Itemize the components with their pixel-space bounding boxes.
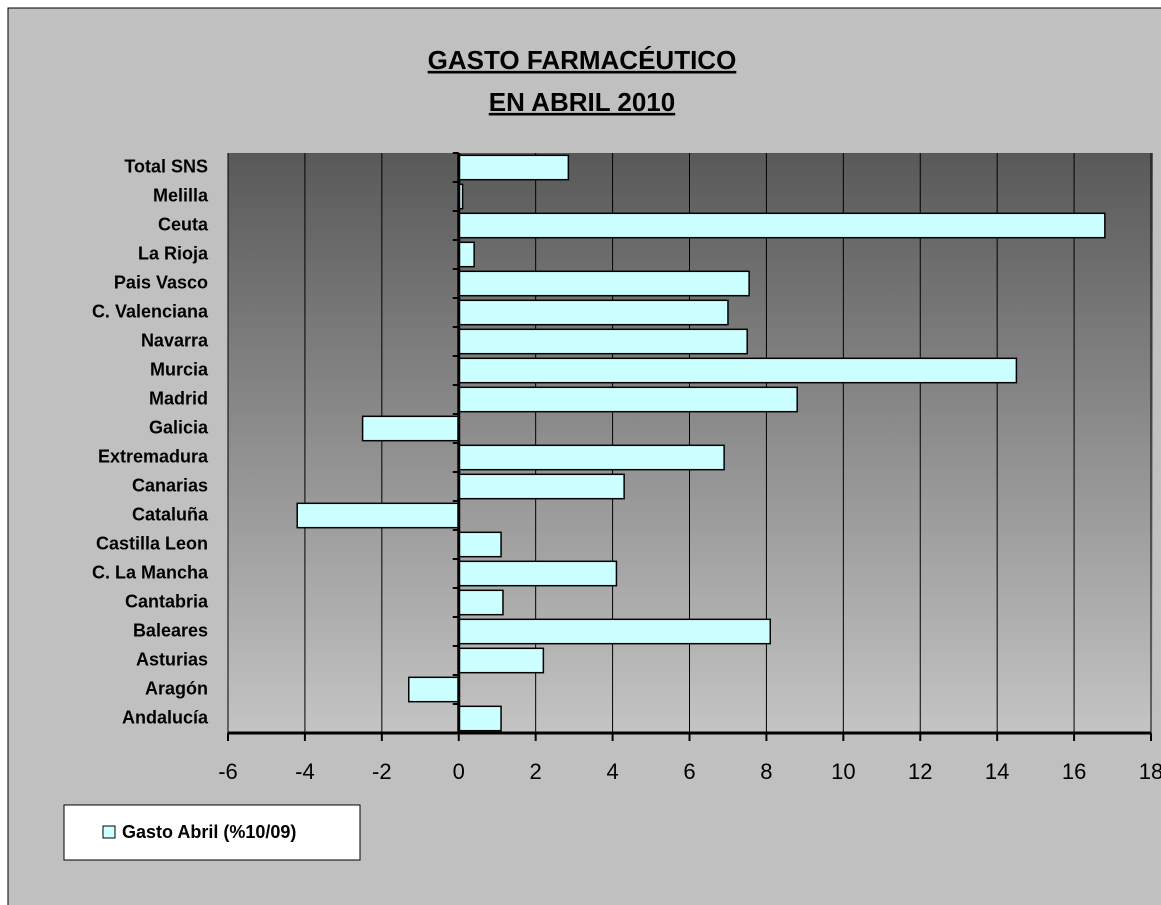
x-tick-label: 10 [831,759,855,784]
bar [458,270,750,297]
bar [458,589,504,616]
x-tick-label: 0 [453,759,465,784]
bar [361,415,460,442]
legend-label: Gasto Abril (%10/09) [122,822,296,842]
chart-title: GASTO FARMACÉUTICO [428,45,737,75]
bar [458,212,1106,239]
bar [458,560,618,587]
y-tick-label: Melilla [153,185,209,205]
y-tick-label: Cantabria [125,591,209,611]
y-tick-label: Baleares [133,620,208,640]
x-tick-label: 14 [985,759,1009,784]
x-tick-label: -6 [218,759,238,784]
y-tick-label: C. La Mancha [92,562,209,582]
x-tick-label: 8 [760,759,772,784]
y-tick-label: Extremadura [98,446,209,466]
chart-subtitle: EN ABRIL 2010 [489,87,675,117]
bar [408,676,460,703]
y-tick-label: Aragón [145,678,208,698]
y-tick-label: La Rioja [138,243,209,263]
bar [458,473,625,500]
y-tick-label: Asturias [136,649,208,669]
y-tick-label: Galicia [149,417,209,437]
bar [458,386,798,413]
bar [458,705,502,732]
legend-swatch [102,825,116,839]
plot-area [228,153,1153,733]
x-tick-label: 2 [530,759,542,784]
bar [458,647,545,674]
y-tick-label: Navarra [141,330,209,350]
bar [296,502,460,529]
x-tick-label: -2 [372,759,392,784]
x-tick-label: 12 [908,759,932,784]
x-tick-label: 4 [606,759,618,784]
x-tick-label: 18 [1139,759,1161,784]
y-tick-label: Canarias [132,475,208,495]
bar [458,357,1018,384]
bar [458,444,725,471]
y-tick-label: Murcia [150,359,209,379]
bar [458,241,475,268]
x-tick-label: -4 [295,759,315,784]
bar [458,154,570,181]
x-tick-label: 16 [1062,759,1086,784]
bar [458,531,502,558]
y-tick-label: Pais Vasco [114,272,208,292]
y-tick-label: Castilla Leon [96,533,208,553]
bar [458,299,729,326]
y-tick-label: Andalucía [122,707,209,727]
y-tick-label: Total SNS [124,156,208,176]
y-tick-label: Ceuta [158,214,209,234]
x-tick-label: 6 [683,759,695,784]
y-tick-label: Cataluña [132,504,209,524]
bar [458,618,772,645]
bar [458,328,748,355]
y-tick-label: C. Valenciana [92,301,209,321]
y-tick-label: Madrid [149,388,208,408]
